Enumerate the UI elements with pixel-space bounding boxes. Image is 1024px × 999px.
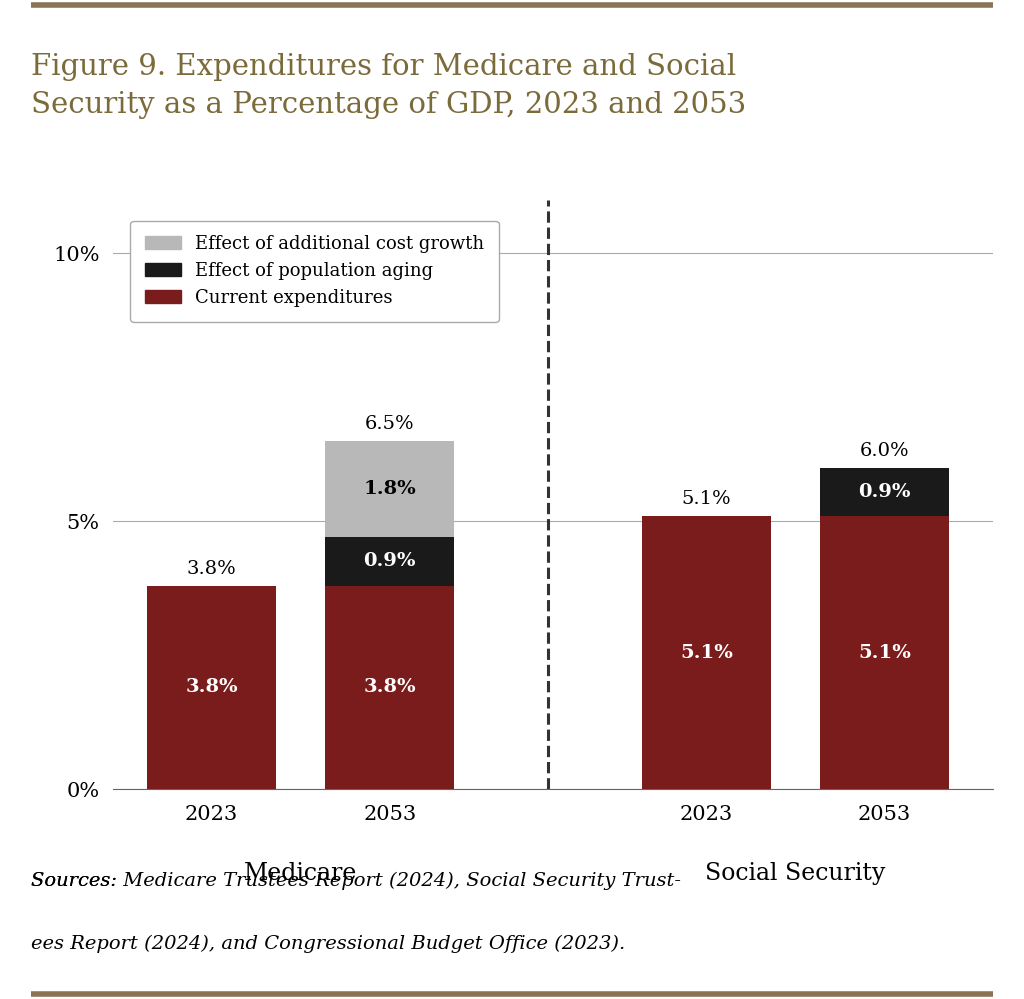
Text: 0.9%: 0.9% — [364, 552, 416, 570]
Text: Social Security: Social Security — [706, 861, 886, 884]
Text: 5.1%: 5.1% — [680, 643, 733, 661]
Legend: Effect of additional cost growth, Effect of population aging, Current expenditur: Effect of additional cost growth, Effect… — [130, 221, 499, 322]
Text: 5.1%: 5.1% — [858, 643, 911, 661]
Text: 3.8%: 3.8% — [186, 559, 237, 577]
Text: ees Report (2024), and Congressional Budget Office (2023).: ees Report (2024), and Congressional Bud… — [31, 934, 625, 953]
Bar — [326, 441, 454, 537]
Text: Sources:: Sources: — [31, 872, 123, 890]
Bar — [820, 515, 949, 789]
Text: 6.5%: 6.5% — [365, 415, 415, 433]
Text: 3.8%: 3.8% — [364, 678, 416, 696]
Text: 0.9%: 0.9% — [858, 483, 910, 500]
Bar — [326, 585, 454, 789]
Text: Figure 9. Expenditures for Medicare and Social
Security as a Percentage of GDP, : Figure 9. Expenditures for Medicare and … — [31, 53, 745, 119]
Bar — [147, 585, 275, 789]
Text: 6.0%: 6.0% — [859, 442, 909, 460]
Bar — [820, 468, 949, 515]
Text: Medicare: Medicare — [244, 861, 357, 884]
Bar — [642, 515, 771, 789]
Text: Sources: Medicare Trustees Report (2024), Social Security Trust-: Sources: Medicare Trustees Report (2024)… — [31, 872, 681, 890]
Text: 3.8%: 3.8% — [185, 678, 238, 696]
Text: 1.8%: 1.8% — [364, 481, 416, 499]
Bar — [326, 537, 454, 585]
Text: 5.1%: 5.1% — [682, 490, 731, 507]
